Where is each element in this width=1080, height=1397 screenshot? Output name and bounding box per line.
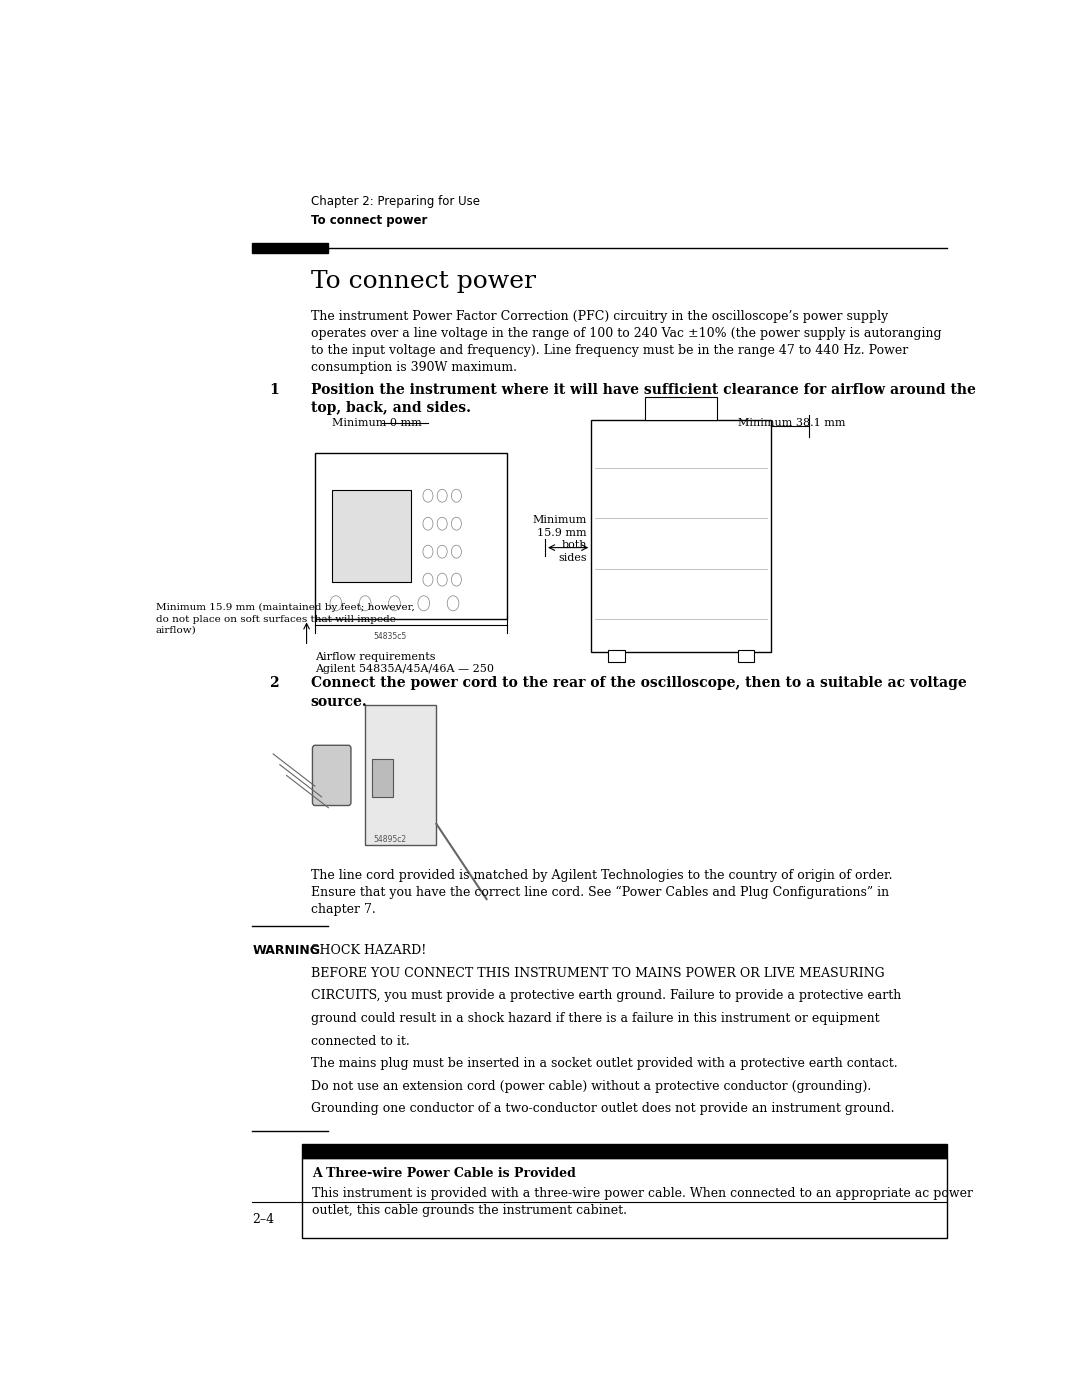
Bar [608, 650, 624, 662]
Text: Do not use an extension cord (power cable) without a protective conductor (groun: Do not use an extension cord (power cabl… [311, 1080, 870, 1092]
Bar [591, 420, 771, 652]
Text: Grounding one conductor of a two-conductor outlet does not provide an instrument: Grounding one conductor of a two-conduct… [311, 1102, 894, 1115]
Text: 1: 1 [269, 383, 279, 397]
Text: The instrument Power Factor Correction (PFC) circuitry in the oscilloscope’s pow: The instrument Power Factor Correction (… [311, 310, 942, 373]
Bar [302, 1144, 947, 1158]
Text: Connect the power cord to the rear of the oscilloscope, then to a suitable ac vo: Connect the power cord to the rear of th… [311, 676, 967, 708]
Text: To connect power: To connect power [311, 214, 428, 226]
Bar [253, 243, 327, 253]
Text: WARNING: WARNING [253, 944, 320, 957]
Text: Minimum 38.1 mm: Minimum 38.1 mm [738, 418, 846, 429]
Text: BEFORE YOU CONNECT THIS INSTRUMENT TO MAINS POWER OR LIVE MEASURING: BEFORE YOU CONNECT THIS INSTRUMENT TO MA… [311, 967, 885, 979]
FancyBboxPatch shape [312, 745, 351, 806]
Text: Minimum
15.9 mm
both
sides: Minimum 15.9 mm both sides [532, 515, 588, 563]
Bar [645, 397, 717, 420]
Bar [738, 650, 754, 662]
Text: The line cord provided is matched by Agilent Technologies to the country of orig: The line cord provided is matched by Agi… [311, 869, 892, 916]
Text: 2: 2 [269, 676, 279, 690]
Bar [315, 453, 508, 619]
Text: The mains plug must be inserted in a socket outlet provided with a protective ea: The mains plug must be inserted in a soc… [311, 1058, 897, 1070]
Text: CIRCUITS, you must provide a protective earth ground. Failure to provide a prote: CIRCUITS, you must provide a protective … [311, 989, 901, 1003]
Text: A Three-wire Power Cable is Provided: A Three-wire Power Cable is Provided [312, 1166, 577, 1180]
Text: 54835c5: 54835c5 [374, 633, 407, 641]
Bar [302, 1158, 947, 1238]
Text: Position the instrument where it will have sufficient clearance for airflow arou: Position the instrument where it will ha… [311, 383, 975, 415]
Text: ground could result in a shock hazard if there is a failure in this instrument o: ground could result in a shock hazard if… [311, 1011, 879, 1025]
Text: connected to it.: connected to it. [311, 1035, 409, 1048]
Text: To connect power: To connect power [311, 270, 536, 293]
Text: Minimum 0 mm: Minimum 0 mm [332, 418, 421, 429]
Text: Chapter 2: Preparing for Use: Chapter 2: Preparing for Use [311, 194, 480, 208]
Text: Minimum 15.9 mm (maintained by feet; however,
do not place on soft surfaces that: Minimum 15.9 mm (maintained by feet; how… [156, 604, 415, 634]
Bar [332, 490, 411, 581]
Text: 2–4: 2–4 [253, 1213, 274, 1227]
Text: This instrument is provided with a three-wire power cable. When connected to an : This instrument is provided with a three… [312, 1187, 973, 1217]
Text: SHOCK HAZARD!: SHOCK HAZARD! [311, 944, 427, 957]
Text: Airflow requirements
Agilent 54835A/45A/46A — 250: Airflow requirements Agilent 54835A/45A/… [315, 652, 494, 675]
Bar [372, 760, 393, 796]
Text: 54895c2: 54895c2 [374, 834, 407, 844]
Bar [365, 705, 436, 845]
